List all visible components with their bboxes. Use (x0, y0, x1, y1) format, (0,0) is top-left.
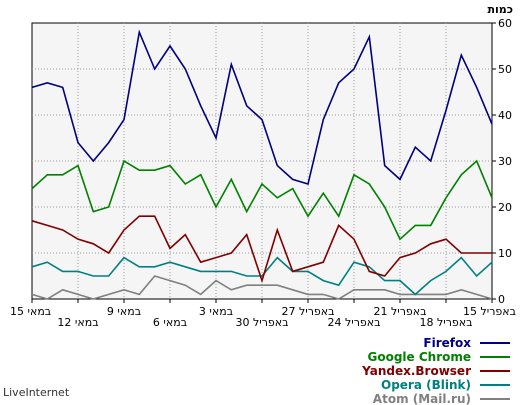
x-tick-label: 3 במאי (199, 305, 233, 318)
legend-label: Google Chrome (367, 350, 471, 364)
y-axis-label: כמות (488, 3, 513, 16)
x-tick-label: 24 באפריל (327, 316, 380, 329)
series-line-yandex-browser (31, 215, 492, 284)
legend-label: Atom (Mail.ru) (373, 392, 471, 405)
series-lines (31, 29, 493, 300)
y-tick-label: 40 (498, 109, 512, 122)
series-line-opera-blink (31, 256, 493, 296)
x-tick-label: 30 באפריל (235, 316, 288, 329)
series-line-firefox (31, 29, 493, 186)
legend-label: Yandex.Browser (361, 364, 471, 378)
x-tick-label: 12 במאי (57, 316, 98, 329)
y-tick-label: 60 (498, 17, 512, 30)
watermark: LiveInternet (3, 386, 70, 399)
x-tick-label: 18 באפריל (419, 316, 472, 329)
x-tick-label: 15 במאי (10, 305, 51, 318)
x-tick-label: 21 באפריל (373, 305, 426, 318)
legend-label: Firefox (423, 336, 471, 350)
series-line-google-chrome (31, 159, 493, 241)
y-tick-label: 0 (498, 293, 505, 306)
x-tick-label: 9 במאי (107, 305, 141, 318)
legend-label: Opera (Blink) (381, 378, 471, 392)
y-tick-label: 30 (498, 155, 512, 168)
y-tick-label: 50 (498, 63, 512, 76)
y-axis-ticks: 0 10 20 30 40 50 60 (492, 17, 512, 306)
y-tick-label: 10 (498, 247, 512, 260)
x-tick-label: 6 במאי (153, 316, 187, 329)
x-tick-label: 15 באפריל (463, 305, 516, 318)
x-tick-label: 27 באפריל (281, 305, 334, 318)
y-tick-label: 20 (498, 201, 512, 214)
